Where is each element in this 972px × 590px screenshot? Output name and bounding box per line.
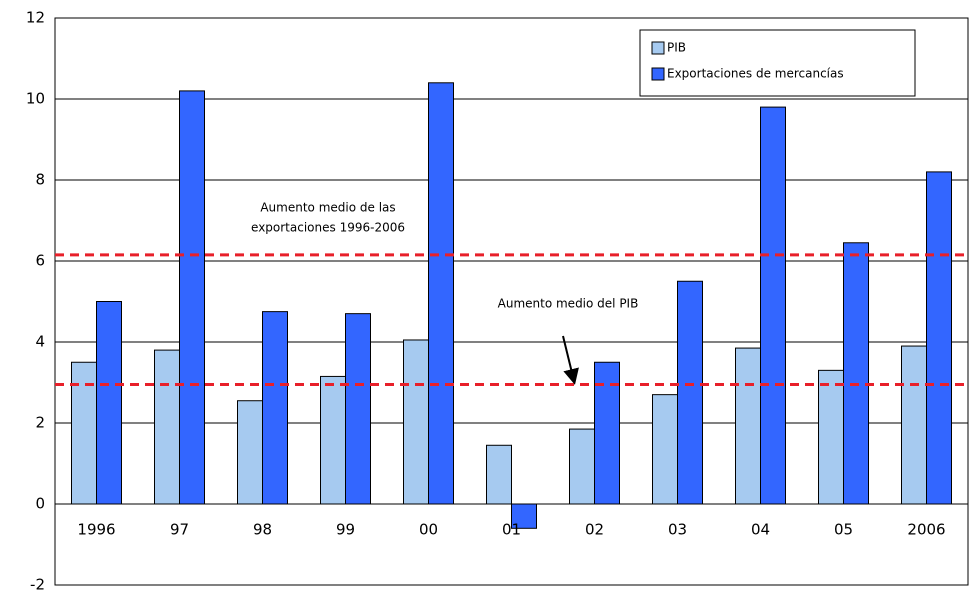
y-tick-label: 0 <box>35 495 45 513</box>
y-tick-label: -2 <box>30 576 45 590</box>
legend-label: PIB <box>667 41 686 55</box>
bar <box>428 82 454 505</box>
bar <box>735 347 761 505</box>
x-tick-label: 03 <box>668 521 687 539</box>
bar <box>345 313 371 505</box>
annotation: Aumento medio de las <box>260 201 395 215</box>
x-tick-label: 2006 <box>907 521 945 539</box>
plot-border <box>54 17 969 586</box>
x-tick-label: 04 <box>751 521 770 539</box>
x-tick-label: 97 <box>170 521 189 539</box>
bar <box>818 369 844 505</box>
legend-swatch <box>651 67 665 81</box>
bar <box>237 400 263 505</box>
bar <box>96 301 122 505</box>
y-tick-label: 12 <box>26 9 45 27</box>
bar <box>262 311 288 505</box>
legend-swatch <box>651 41 665 55</box>
legend <box>639 29 916 97</box>
bar <box>179 90 205 505</box>
x-tick-label: 1996 <box>77 521 115 539</box>
bar <box>486 444 512 505</box>
bar <box>511 503 537 529</box>
bar <box>901 345 927 505</box>
annotation: exportaciones 1996-2006 <box>251 221 405 235</box>
bar <box>677 280 703 505</box>
x-tick-label: 01 <box>502 521 521 539</box>
y-tick-label: 4 <box>35 333 45 351</box>
bar <box>760 106 786 505</box>
y-tick-label: 8 <box>35 171 45 189</box>
x-tick-label: 05 <box>834 521 853 539</box>
bar <box>403 339 429 505</box>
bar <box>320 375 346 505</box>
annotation: Aumento medio del PIB <box>498 297 639 311</box>
x-tick-label: 99 <box>336 521 355 539</box>
bar <box>926 171 952 505</box>
x-tick-label: 00 <box>419 521 438 539</box>
x-tick-label: 98 <box>253 521 272 539</box>
bar <box>569 428 595 505</box>
y-tick-label: 6 <box>35 252 45 270</box>
y-tick-label: 2 <box>35 414 45 432</box>
y-tick-label: 10 <box>26 90 45 108</box>
bar <box>843 242 869 505</box>
bar <box>154 349 180 505</box>
annotation-arrow <box>562 335 579 385</box>
bar <box>652 394 678 505</box>
x-tick-label: 02 <box>585 521 604 539</box>
legend-label: Exportaciones de mercancías <box>667 67 844 81</box>
